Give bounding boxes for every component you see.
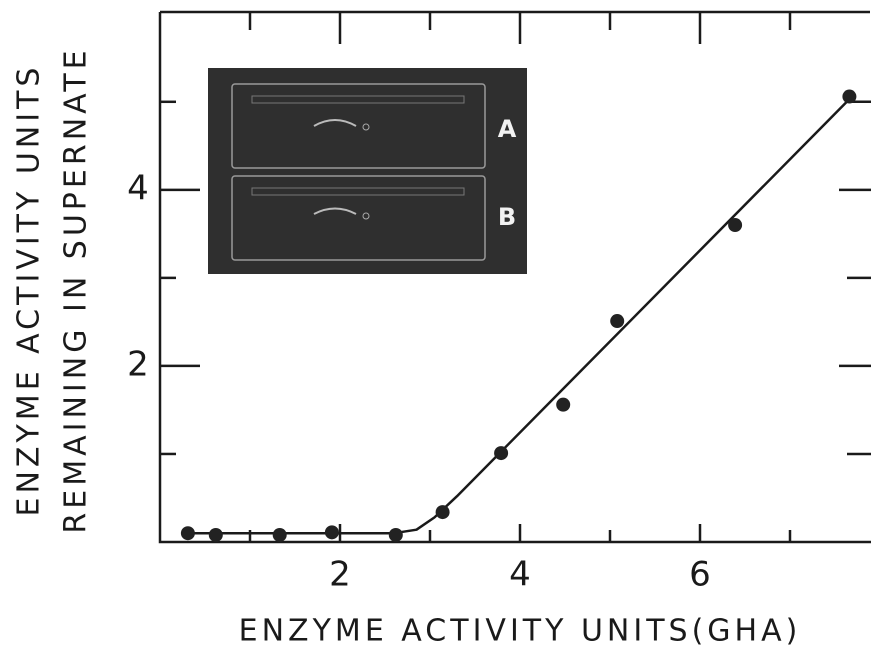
data-point (324, 525, 339, 540)
gel-hole (362, 212, 370, 220)
x-tick-label: 2 (329, 555, 351, 595)
gel-hole (362, 123, 370, 131)
y-tick-label: 2 (127, 344, 149, 384)
data-point (610, 314, 625, 329)
inset-background (208, 68, 527, 274)
data-point (435, 505, 450, 520)
precipitin-arc (313, 119, 357, 127)
data-point (556, 397, 571, 412)
gel-well (251, 187, 465, 196)
data-point (180, 526, 195, 541)
data-point (208, 527, 223, 542)
inset-label: A (498, 115, 517, 143)
gel-well (251, 95, 465, 104)
x-tick-label: 6 (689, 555, 711, 595)
inset-label: B (498, 203, 516, 231)
data-point (388, 527, 403, 542)
x-axis-label: ENZYME ACTIVITY UNITS(GHA) (239, 614, 802, 649)
gel-frame (231, 175, 486, 261)
y-axis-label: REMAINING IN SUPERNATE (59, 46, 94, 533)
data-point (728, 218, 743, 233)
data-point (842, 89, 857, 104)
data-point (494, 446, 509, 461)
precipitin-arc (313, 207, 357, 215)
fit-line (187, 98, 851, 535)
x-tick-label: 4 (509, 555, 531, 595)
gel-frame (231, 83, 486, 169)
y-axis-label: ENZYME ACTIVITY UNITS (12, 64, 47, 517)
data-point (272, 527, 287, 542)
y-tick-label: 4 (127, 168, 149, 208)
inset-photo: A B (208, 68, 527, 274)
